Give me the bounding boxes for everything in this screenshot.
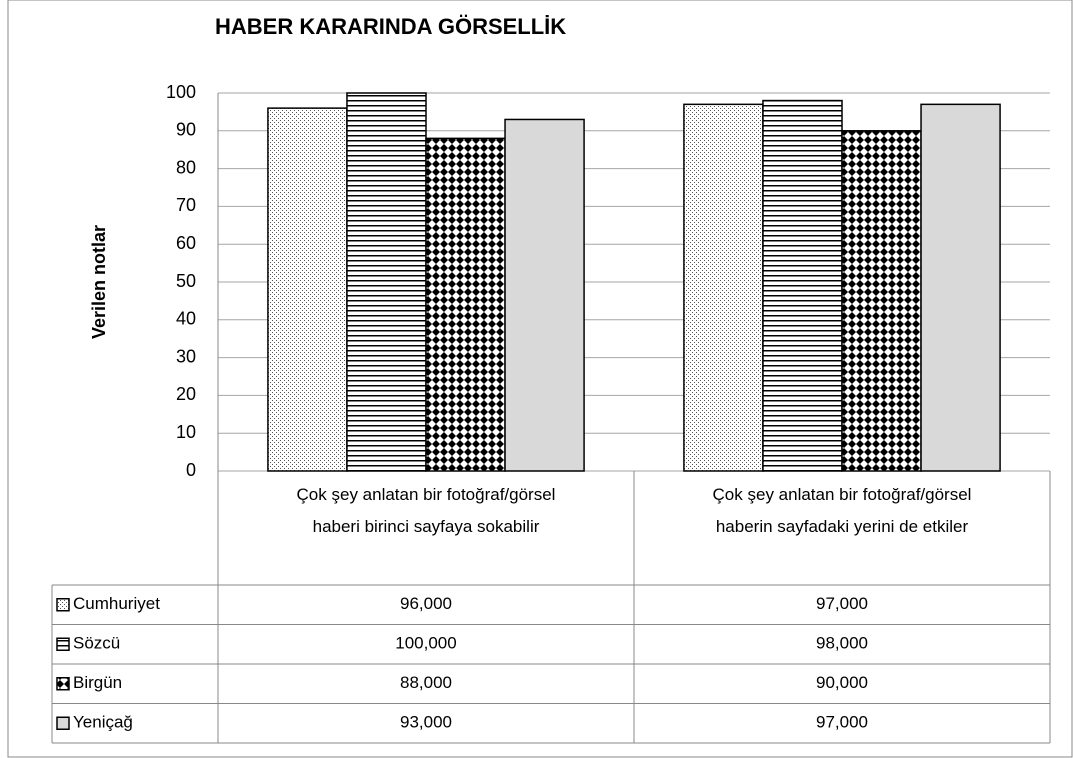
x-tick-line: haberi birinci sayfaya sokabilir [313,517,540,536]
y-tick-label: 0 [186,460,196,480]
bar [920,103,1001,472]
legend-key [56,716,70,730]
legend-key [56,677,70,691]
x-tick-line: Çok şey anlatan bir fotoğraf/görsel [713,485,972,504]
value-label: 90,000 [816,673,868,692]
legend-key [56,637,70,651]
y-tick-label: 100 [166,82,196,102]
value-label: 93,000 [400,713,452,732]
bar [762,99,843,472]
bar [683,103,764,472]
x-tick-label: Çok şey anlatan bir fotoğraf/görsel haber… [713,485,972,536]
y-tick-label: 50 [176,271,196,291]
value-label: 100,000 [395,634,456,653]
legend-key [56,598,70,612]
legend-label: Birgün [73,673,122,692]
chart-title: HABER KARARINDA GÖRSELLİK [215,14,566,39]
legend-label: Cumhuriyet [73,594,160,613]
bar [841,130,922,472]
y-tick-label: 10 [176,422,196,442]
y-tick-label: 70 [176,195,196,215]
x-tick-line: Çok şey anlatan bir fotoğraf/görsel [297,485,556,504]
y-tick-label: 40 [176,309,196,329]
bar [346,92,427,472]
legend-label: Sözcü [73,634,120,653]
legend-label: Yeniçağ [73,713,133,732]
y-tick-label: 30 [176,346,196,366]
y-tick-label: 80 [176,157,196,177]
x-tick-label: Çok şey anlatan bir fotoğraf/görsel haber… [297,485,556,536]
value-label: 97,000 [816,713,868,732]
y-tick-label: 90 [176,120,196,140]
y-tick-label: 60 [176,233,196,253]
value-label: 88,000 [400,673,452,692]
value-label: 97,000 [816,594,868,613]
x-tick-line: haberin sayfadaki yerini de etkiler [716,517,969,536]
bar [267,107,348,472]
chart-border [7,0,1073,758]
y-axis-title: Verilen notlar [89,225,109,339]
value-label: 96,000 [400,594,452,613]
value-label: 98,000 [816,634,868,653]
y-tick-label: 20 [176,384,196,404]
bar [504,118,585,472]
bar [425,137,506,472]
